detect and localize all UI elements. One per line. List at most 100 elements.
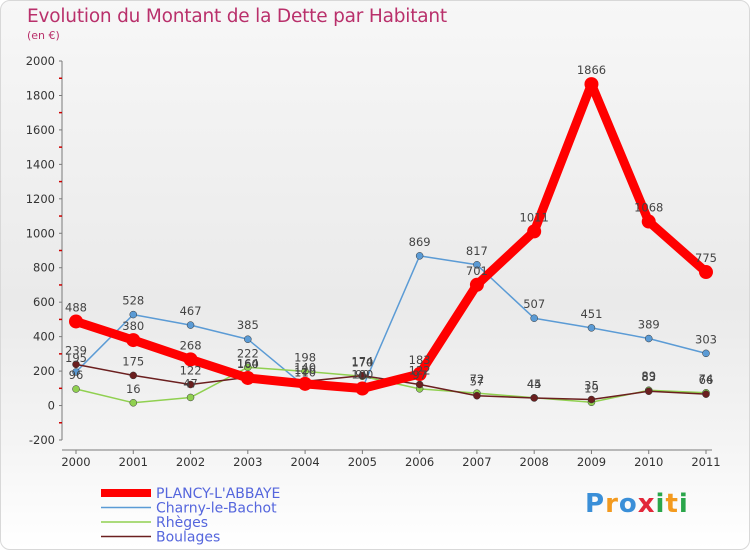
logo-letter: x: [637, 489, 656, 519]
x-tick-label: 2004: [290, 455, 319, 469]
data-point: [469, 277, 484, 292]
data-label: 160: [237, 357, 259, 371]
data-label: 451: [580, 307, 602, 321]
data-point: [358, 371, 367, 380]
series-line: [75, 255, 707, 390]
logo-letter: t: [665, 489, 679, 519]
data-label: 72: [470, 372, 485, 386]
data-point: [298, 376, 313, 391]
data-label: 1866: [577, 63, 606, 77]
legend-label: PLANCY-L'ABBAYE: [156, 486, 280, 502]
data-point: [244, 363, 252, 372]
data-label: 174: [351, 355, 373, 369]
x-tick-label: 2005: [348, 455, 377, 469]
data-point: [72, 385, 80, 393]
x-tick-label: 2007: [462, 455, 491, 469]
data-point: [415, 380, 424, 389]
data-label: 507: [523, 297, 545, 311]
data-label: 775: [695, 251, 717, 265]
legend-label: Charny-le-Bachot: [156, 501, 277, 517]
data-point: [644, 387, 653, 395]
y-tick-label: 0: [48, 399, 55, 413]
data-point: [415, 252, 424, 260]
data-label: 239: [65, 343, 87, 357]
data-label: 122: [409, 364, 431, 378]
data-label: 380: [122, 319, 144, 333]
data-label: 385: [237, 318, 259, 332]
data-label: 45: [527, 377, 542, 391]
chart-subtitle: (en €): [27, 29, 60, 42]
data-label: 488: [65, 300, 87, 314]
data-point: [584, 77, 599, 92]
data-point: [244, 335, 252, 343]
data-label: 35: [584, 379, 599, 393]
data-point: [72, 360, 80, 369]
y-tick-label: 1000: [26, 226, 55, 240]
data-point: [186, 393, 195, 402]
x-tick-label: 2011: [691, 455, 720, 469]
data-point: [129, 371, 138, 380]
data-label: 467: [180, 304, 202, 318]
data-label: 164: [237, 356, 259, 370]
x-tick-label: 2008: [520, 455, 549, 469]
data-point: [126, 333, 141, 348]
data-point: [530, 394, 538, 402]
data-point: [587, 395, 596, 404]
y-tick-label: -200: [29, 433, 55, 447]
data-label: 175: [122, 354, 144, 368]
data-point: [186, 380, 195, 389]
x-tick-label: 2010: [634, 455, 663, 469]
logo-letter: r: [605, 489, 619, 519]
y-tick-label: 200: [33, 364, 55, 378]
logo-letter: i: [655, 489, 666, 519]
data-label: 303: [695, 332, 717, 346]
data-label: 83: [641, 370, 656, 384]
x-tick-label: 2003: [233, 455, 262, 469]
data-label: 126: [294, 363, 316, 377]
y-tick-label: 1400: [26, 157, 55, 171]
logo-letter: o: [618, 489, 638, 519]
data-label: 89: [641, 369, 656, 383]
data-point: [702, 349, 710, 358]
data-label: 170: [351, 355, 373, 369]
data-label: 100: [351, 367, 373, 381]
logo-letter: i: [678, 489, 689, 519]
data-point: [301, 367, 309, 376]
y-tick-label: 1200: [26, 192, 55, 206]
data-label: 528: [122, 294, 144, 308]
data-point: [240, 370, 255, 385]
data-label: 66: [699, 373, 714, 387]
data-point: [412, 367, 427, 382]
data-point: [473, 391, 481, 400]
data-label: 122: [180, 364, 202, 378]
data-point: [587, 324, 596, 332]
data-point: [183, 352, 198, 367]
data-label: 96: [69, 368, 84, 382]
y-tick-label: 800: [33, 261, 55, 275]
y-tick-label: 2000: [26, 54, 55, 68]
legend-label: Rhèges: [156, 515, 208, 531]
data-label: 47: [183, 376, 198, 390]
chart-title: Evolution du Montant de la Dette par Hab…: [27, 6, 447, 27]
data-point: [527, 224, 542, 239]
data-point: [644, 334, 653, 343]
data-point: [530, 314, 538, 322]
series-line: [71, 79, 711, 393]
data-label: 198: [294, 350, 316, 364]
data-point: [641, 214, 656, 229]
y-tick-label: 1800: [26, 88, 55, 102]
x-tick-label: 2006: [405, 455, 434, 469]
data-point: [129, 310, 138, 319]
data-label: 99: [355, 367, 370, 381]
data-label: 195: [65, 351, 87, 365]
x-tick-label: 2000: [61, 455, 90, 469]
data-point: [699, 265, 713, 280]
data-label: 74: [699, 372, 714, 386]
data-label: 97: [412, 368, 427, 382]
logo-letter: P: [585, 489, 606, 519]
data-point: [69, 314, 83, 329]
data-label: 57: [470, 375, 485, 389]
data-label: 19: [584, 381, 599, 395]
